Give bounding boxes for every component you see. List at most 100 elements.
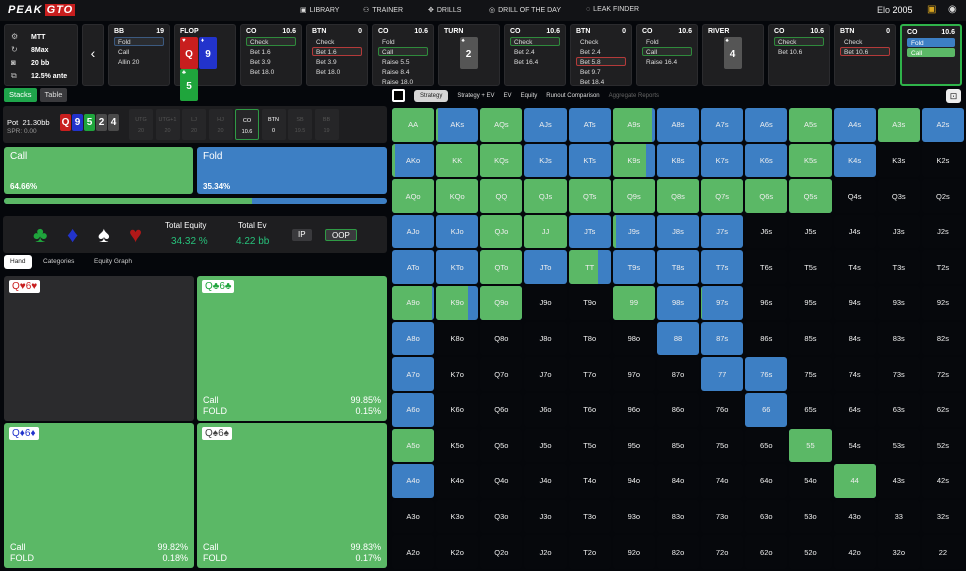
hand-combo-card[interactable]: Q♥6♥ — [4, 276, 194, 421]
hand-cell[interactable]: 64s — [833, 392, 876, 427]
tab-strategy-ev[interactable]: Strategy + EV — [457, 92, 495, 99]
hand-cell[interactable]: K5s — [789, 143, 832, 178]
hand-cell[interactable]: A2o — [392, 535, 435, 569]
hand-cell[interactable]: 62o — [745, 535, 788, 569]
hand-cell[interactable]: QTo — [480, 250, 523, 285]
action-option[interactable]: Check — [580, 39, 599, 46]
hand-cell[interactable]: 93s — [877, 286, 920, 320]
hand-combo-card[interactable]: Q♣6♣ Call 99.85% FOLD 0.15% — [197, 276, 387, 421]
hand-cell[interactable]: A3s — [877, 108, 920, 142]
hand-cell[interactable]: AA — [392, 108, 435, 142]
hand-cell[interactable]: K5o — [436, 428, 479, 463]
hand-cell[interactable]: J4s — [833, 214, 876, 249]
hand-cell[interactable]: K3o — [436, 499, 479, 534]
tab-table[interactable]: Table — [39, 88, 68, 102]
hand-cell[interactable]: K2s — [921, 143, 964, 178]
spade-filter-icon[interactable]: ♠ — [98, 222, 110, 247]
hand-cell[interactable]: 94s — [833, 286, 876, 320]
hand-cell[interactable]: K3s — [877, 143, 920, 178]
hand-cell[interactable]: JTs — [568, 214, 611, 249]
hand-cell[interactable]: 72s — [921, 357, 964, 391]
user-avatar-icon[interactable]: ◉ — [948, 4, 957, 15]
hand-cell[interactable]: J6s — [745, 214, 788, 249]
hand-cell[interactable]: A4o — [392, 464, 435, 498]
hand-cell[interactable]: K6o — [436, 392, 479, 427]
hand-cell[interactable]: Q2s — [921, 179, 964, 213]
hand-cell[interactable]: J5s — [789, 214, 832, 249]
hand-cell[interactable]: A4s — [833, 108, 876, 142]
hand-cell[interactable]: 77 — [701, 357, 744, 391]
hand-cell[interactable]: Q4o — [480, 464, 523, 498]
hand-cell[interactable]: J6o — [524, 392, 567, 427]
hand-cell[interactable]: 98o — [612, 321, 655, 356]
hand-cell[interactable]: AQs — [480, 108, 523, 142]
oop-button[interactable]: OOP — [325, 229, 357, 241]
hand-cell[interactable]: Q3s — [877, 179, 920, 213]
hand-cell[interactable]: K9o — [436, 286, 479, 320]
hand-cell[interactable]: Q6s — [745, 179, 788, 213]
hand-cell[interactable]: Q6o — [480, 392, 523, 427]
hand-cell[interactable]: 92o — [612, 535, 655, 569]
hand-cell[interactable]: 92s — [921, 286, 964, 320]
hand-cell[interactable]: KQs — [480, 143, 523, 178]
hand-cell[interactable]: T9o — [568, 286, 611, 320]
hand-cell[interactable]: QTs — [568, 179, 611, 213]
action-option[interactable]: Raise 8.4 — [382, 69, 410, 76]
hand-cell[interactable]: T4o — [568, 464, 611, 498]
nav-drill-of-the-day[interactable]: ◎ DRILL OF THE DAY — [489, 6, 561, 15]
hand-cell[interactable]: J4o — [524, 464, 567, 498]
hand-cell[interactable]: 76o — [701, 392, 744, 427]
hand-cell[interactable]: K8s — [656, 143, 700, 178]
hand-cell[interactable]: 76s — [745, 357, 788, 391]
action-option[interactable]: Bet 18.4 — [580, 79, 605, 86]
hand-cell[interactable]: Q8s — [656, 179, 700, 213]
action-option[interactable]: Bet 10.6 — [778, 49, 803, 56]
hand-cell[interactable]: AKs — [436, 108, 479, 142]
gamepad-icon[interactable]: ⊡ — [946, 89, 961, 103]
hand-cell[interactable]: T9s — [612, 250, 655, 285]
hand-cell[interactable]: KQo — [436, 179, 479, 213]
hand-cell[interactable]: 54o — [789, 464, 832, 498]
hand-cell[interactable]: 83s — [877, 321, 920, 356]
tab-strategy[interactable]: Strategy — [414, 89, 449, 102]
hand-cell[interactable]: Q9s — [612, 179, 655, 213]
hand-cell[interactable]: QJo — [480, 214, 523, 249]
hand-cell[interactable]: 93o — [612, 499, 655, 534]
seat-co[interactable]: CO 10.6 — [235, 109, 259, 140]
action-option[interactable]: Call — [118, 49, 130, 56]
hand-cell[interactable]: J9s — [612, 214, 655, 249]
hand-cell[interactable]: Q5o — [480, 428, 523, 463]
action-option[interactable]: Raise 18.0 — [382, 79, 414, 86]
hand-cell[interactable]: 72o — [701, 535, 744, 569]
tab-equity[interactable]: Equity — [520, 92, 538, 99]
hand-cell[interactable]: K7o — [436, 357, 479, 391]
hand-cell[interactable]: KTo — [436, 250, 479, 285]
hand-cell[interactable]: Q3o — [480, 499, 523, 534]
hand-cell[interactable]: 82s — [921, 321, 964, 356]
hand-cell[interactable]: T5s — [789, 250, 832, 285]
nav-leak-finder[interactable]: ◌ LEAK FINDER — [586, 6, 640, 13]
hand-cell[interactable]: 98s — [656, 286, 700, 320]
heart-filter-icon[interactable]: ♥ — [129, 222, 143, 247]
hand-cell[interactable]: 94o — [612, 464, 655, 498]
action-option[interactable]: Bet 18.0 — [250, 69, 275, 76]
hand-cell[interactable]: K8o — [436, 321, 479, 356]
tab-categories[interactable]: Categories — [43, 258, 75, 265]
hand-cell[interactable]: 96s — [745, 286, 788, 320]
hand-cell[interactable]: A6s — [745, 108, 788, 142]
hand-cell[interactable]: Q7s — [701, 179, 744, 213]
hand-cell[interactable]: AJs — [524, 108, 567, 142]
back-button[interactable]: ‹ — [82, 24, 104, 86]
action-option[interactable]: Bet 1.6 — [312, 47, 362, 56]
hand-cell[interactable]: 22 — [921, 535, 964, 569]
settings-icon[interactable]: ⚙ — [11, 32, 19, 41]
hand-cell[interactable]: KK — [436, 143, 479, 178]
hand-combo-card[interactable]: Q♦6♦ Call 99.82% FOLD 0.18% — [4, 423, 194, 568]
hand-cell[interactable]: 85s — [789, 321, 832, 356]
fold-summary[interactable]: Fold 35.34% — [197, 147, 387, 194]
hand-cell[interactable]: 55 — [789, 428, 832, 463]
action-option[interactable]: Bet 18.0 — [316, 69, 341, 76]
hand-cell[interactable]: 86s — [745, 321, 788, 356]
hand-cell[interactable]: 65o — [745, 428, 788, 463]
hand-cell[interactable]: AJo — [392, 214, 435, 249]
